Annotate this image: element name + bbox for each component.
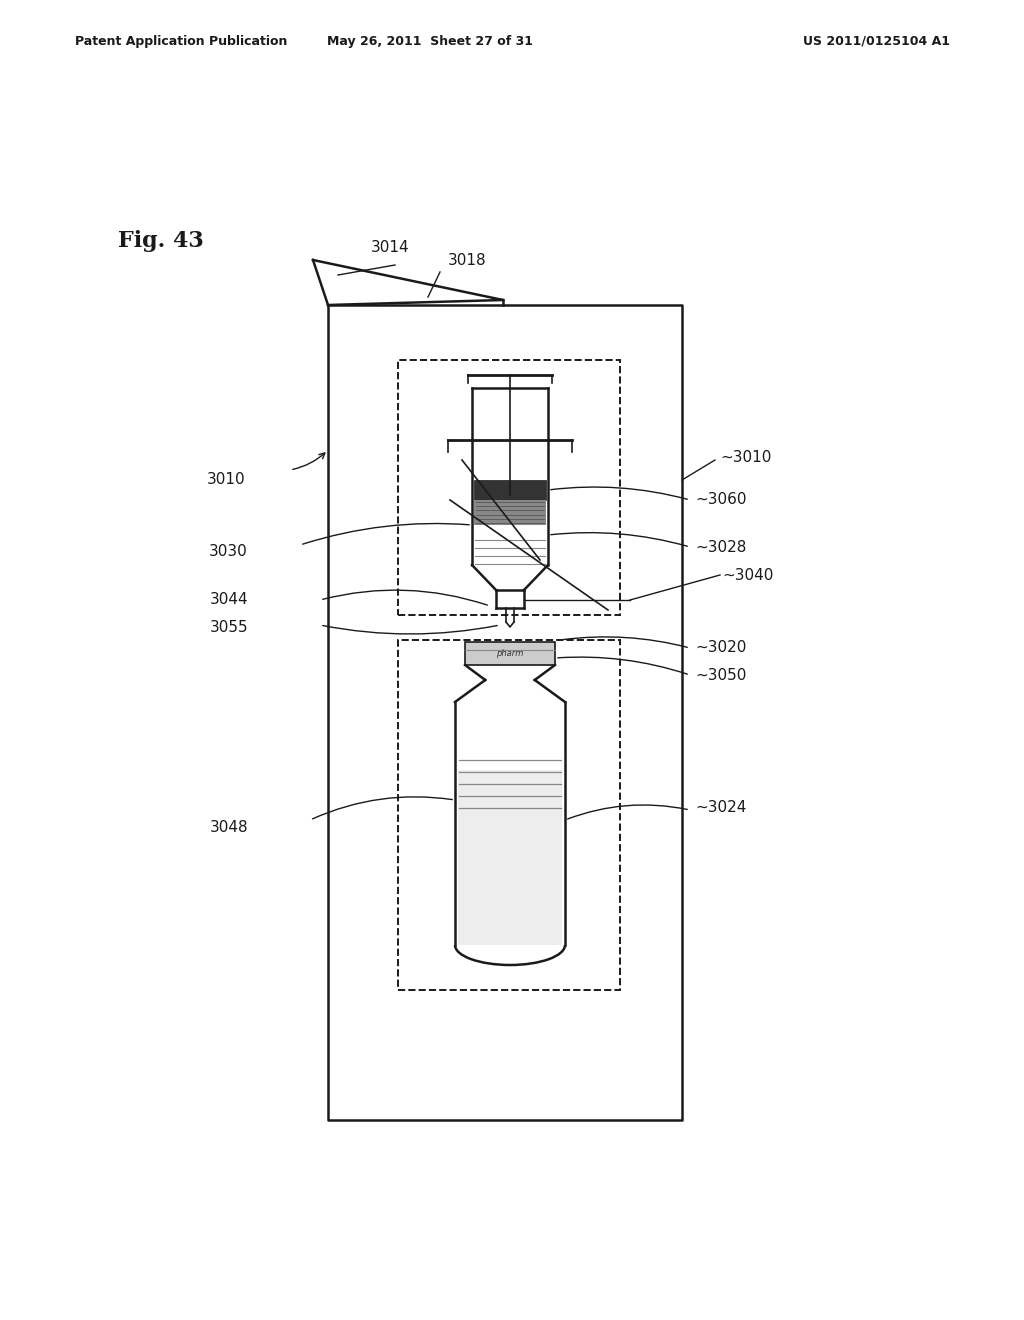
Text: pharm: pharm: [497, 649, 523, 657]
Text: 3010: 3010: [207, 473, 245, 487]
Bar: [458, 770, 562, 945]
Text: May 26, 2011  Sheet 27 of 31: May 26, 2011 Sheet 27 of 31: [327, 36, 534, 48]
Text: ~3028: ~3028: [695, 540, 746, 554]
Text: 3030: 3030: [209, 544, 248, 560]
Text: Patent Application Publication: Patent Application Publication: [75, 36, 288, 48]
Bar: [474, 500, 546, 525]
Text: US 2011/0125104 A1: US 2011/0125104 A1: [803, 36, 950, 48]
Text: 3018: 3018: [449, 253, 486, 268]
Text: Fig. 43: Fig. 43: [118, 230, 204, 252]
Bar: [465, 642, 555, 665]
Text: 3014: 3014: [371, 240, 410, 255]
Text: ~3040: ~3040: [722, 568, 773, 582]
Bar: [474, 480, 546, 500]
Bar: [398, 640, 620, 990]
Text: 3055: 3055: [209, 619, 248, 635]
Text: 3048: 3048: [209, 821, 248, 836]
Text: 3044: 3044: [209, 593, 248, 607]
Text: ~3024: ~3024: [695, 800, 746, 816]
Text: ~3050: ~3050: [695, 668, 746, 682]
Text: ~3010: ~3010: [720, 450, 771, 466]
Text: ~3020: ~3020: [695, 640, 746, 656]
Text: ~3060: ~3060: [695, 492, 746, 507]
Bar: [398, 360, 620, 615]
